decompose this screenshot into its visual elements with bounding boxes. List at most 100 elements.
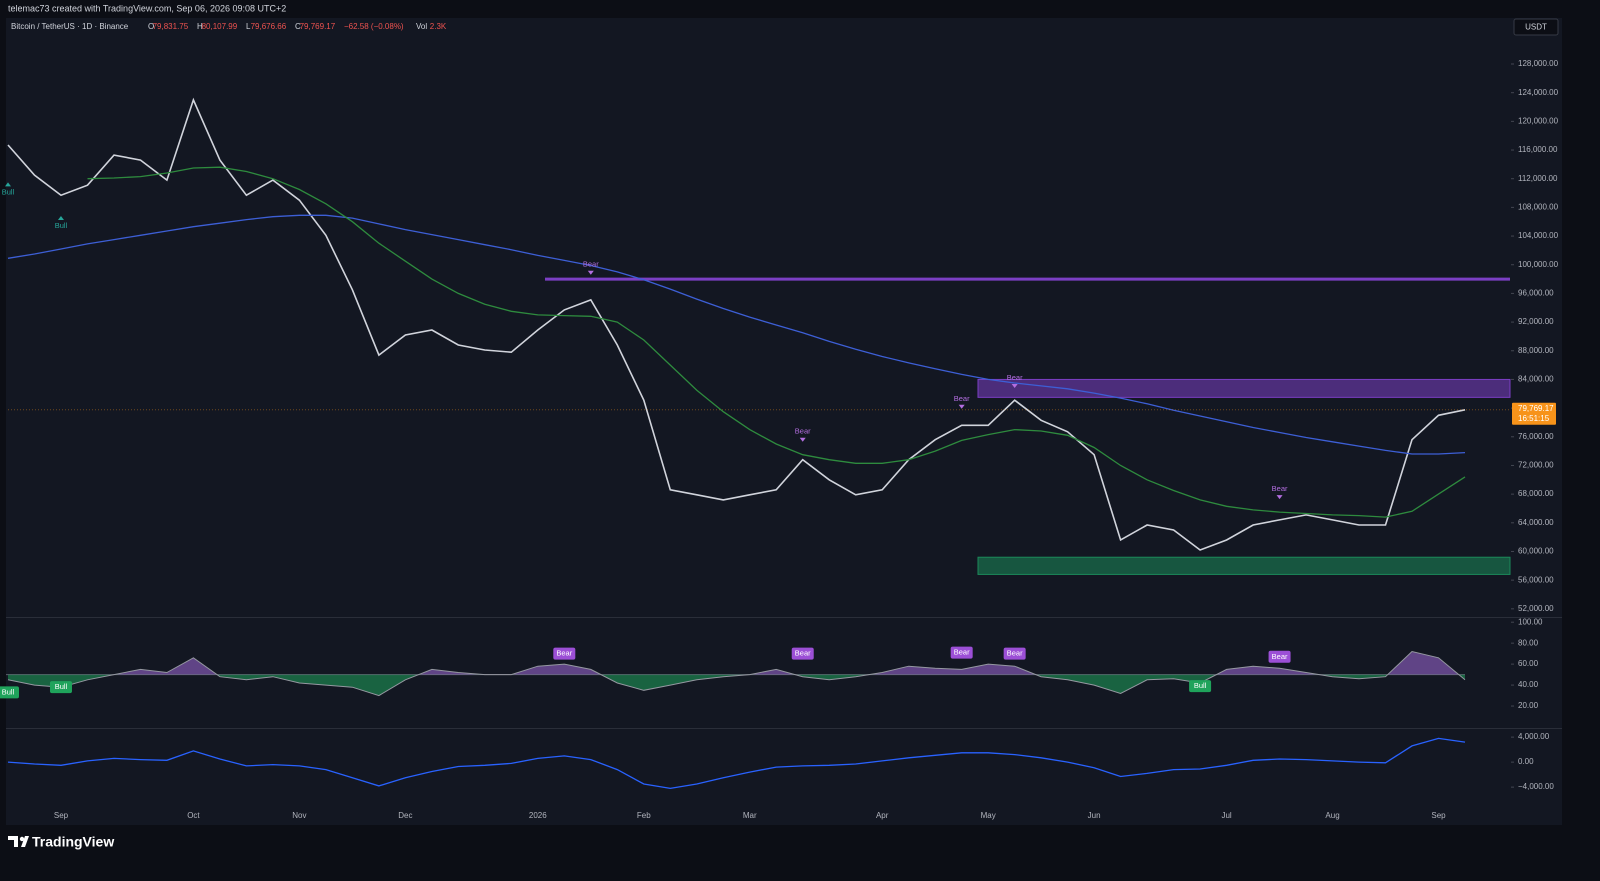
x-tick-label: 2026 — [529, 811, 547, 820]
annotation-arrow — [958, 404, 965, 409]
y-tick-label: 116,000.00 — [1518, 145, 1558, 154]
y-tick-label: 20.00 — [1518, 701, 1539, 710]
y-tick-label: 40.00 — [1518, 680, 1539, 689]
x-tick-label: Aug — [1325, 811, 1339, 820]
last-price-label: 79,769.17 — [1518, 404, 1554, 413]
ohlc-value: 79,831.75 — [153, 22, 189, 31]
ohlc-key: C — [295, 22, 301, 31]
annotation: Bull — [55, 682, 68, 691]
annotation-arrow — [799, 437, 806, 442]
zone — [977, 556, 1511, 575]
annotation: Bear — [1007, 373, 1023, 382]
annotation-arrow — [1276, 495, 1283, 500]
x-tick-label: Apr — [876, 811, 889, 820]
x-tick-label: Dec — [398, 811, 412, 820]
rsi-area-down — [8, 674, 1465, 696]
annotation-box — [1189, 680, 1212, 693]
brand-logo — [8, 836, 29, 847]
annotation: Bear — [1272, 652, 1288, 661]
y-tick-label: 68,000.00 — [1518, 489, 1554, 498]
plot-background — [6, 18, 1512, 825]
annotation: Bear — [556, 649, 572, 658]
rsi-area-up — [8, 651, 1465, 675]
annotation: Bear — [1007, 649, 1023, 658]
brand: TradingView — [32, 834, 114, 850]
rsi-line — [7, 650, 1466, 697]
ohlc-value: 79,676.66 — [251, 22, 287, 31]
annotation-box — [553, 647, 576, 660]
ohlc-key: H — [197, 22, 203, 31]
x-tick-label: Nov — [292, 811, 306, 820]
annotation-arrow — [57, 216, 64, 221]
last-price-tag — [1512, 402, 1556, 425]
annotation: Bull — [2, 687, 15, 696]
x-tick-label: Sep — [54, 811, 69, 820]
annotation-box — [1003, 647, 1026, 660]
currency[interactable]: USDT — [1525, 23, 1547, 32]
annotation: Bull — [1194, 681, 1207, 690]
y-tick-label: 108,000.00 — [1518, 202, 1559, 211]
credit: telemac73 created with TradingView.com, … — [8, 3, 286, 13]
symbol: Bitcoin / TetherUS · 1D · Binance — [11, 22, 129, 31]
x-tick-label: Jun — [1088, 811, 1101, 820]
annotation: Bear — [583, 260, 599, 269]
x-tick-label: Mar — [743, 811, 757, 820]
y-tick-label: 60.00 — [1518, 659, 1539, 668]
y-tick-label: 112,000.00 — [1518, 174, 1558, 183]
annotation: Bear — [954, 394, 970, 403]
annotation-arrow — [1011, 384, 1018, 388]
annotation-box — [950, 646, 973, 659]
ohlc-value: 80,107.99 — [202, 22, 238, 31]
y-tick-label: 124,000.00 — [1518, 88, 1559, 97]
y-tick-label: 60,000.00 — [1518, 547, 1554, 556]
annotation: Bear — [954, 648, 970, 657]
y-tick-label: 96,000.00 — [1518, 289, 1554, 298]
ohlc-key: O — [148, 22, 154, 31]
y-tick-label: 104,000.00 — [1518, 231, 1559, 240]
annotation-arrow — [5, 182, 11, 187]
x-tick-label: Jul — [1221, 811, 1231, 820]
x-tick-label: Sep — [1431, 811, 1446, 820]
y-tick-label: 4,000.00 — [1518, 732, 1550, 741]
ohlc-value: 79,769.17 — [300, 22, 336, 31]
annotation: Bear — [795, 427, 811, 436]
y-tick-label: 80.00 — [1518, 638, 1539, 647]
y-tick-label: 88,000.00 — [1518, 346, 1554, 355]
y-tick-label: 52,000.00 — [1518, 604, 1554, 613]
annotation: Bear — [1272, 484, 1288, 493]
logo-part — [19, 836, 25, 842]
y-tick-label: 64,000.00 — [1518, 518, 1554, 527]
series-line — [87, 166, 1466, 518]
y-tick-label: −4,000.00 — [1518, 782, 1554, 791]
y-tick-label: 72,000.00 — [1518, 461, 1554, 470]
y-tick-label: 92,000.00 — [1518, 317, 1554, 326]
volume-key: Vol — [416, 22, 427, 31]
x-tick-label: May — [981, 811, 996, 820]
ohlc-key: L — [246, 22, 251, 31]
annotation-arrow — [587, 270, 594, 275]
y-tick-label: 128,000.00 — [1518, 59, 1559, 68]
annotation-box — [0, 686, 19, 699]
currency-box[interactable] — [1513, 18, 1559, 36]
annotation-box — [1268, 650, 1291, 663]
y-tick-label: 0.00 — [1518, 757, 1534, 766]
annotation: Bull — [55, 221, 68, 230]
annotation: Bear — [795, 649, 811, 658]
volume-value: 2.3K — [430, 22, 447, 31]
y-tick-label: 84,000.00 — [1518, 375, 1554, 384]
y-tick-label: 120,000.00 — [1518, 116, 1559, 125]
logo-part — [21, 836, 29, 847]
x-tick-label: Oct — [187, 811, 200, 820]
chart-layer: 52,000.00 56,000.00 60,000.00 64,000.00 68,0… — [0, 59, 1559, 820]
y-tick-label: 100.00 — [1518, 617, 1543, 626]
annotation-box — [791, 647, 814, 660]
logo-part — [8, 836, 18, 847]
ohlc-legend: O79,831.75 H80,107.99 L 79,676.66 C79,769.17… — [148, 22, 447, 31]
x-tick-label: Feb — [637, 811, 651, 820]
countdown: 16:51:15 — [1518, 414, 1550, 423]
series-line — [7, 97, 1466, 551]
y-tick-label: 76,000.00 — [1518, 432, 1554, 441]
change: −62.58 (−0.08%) — [344, 22, 404, 31]
